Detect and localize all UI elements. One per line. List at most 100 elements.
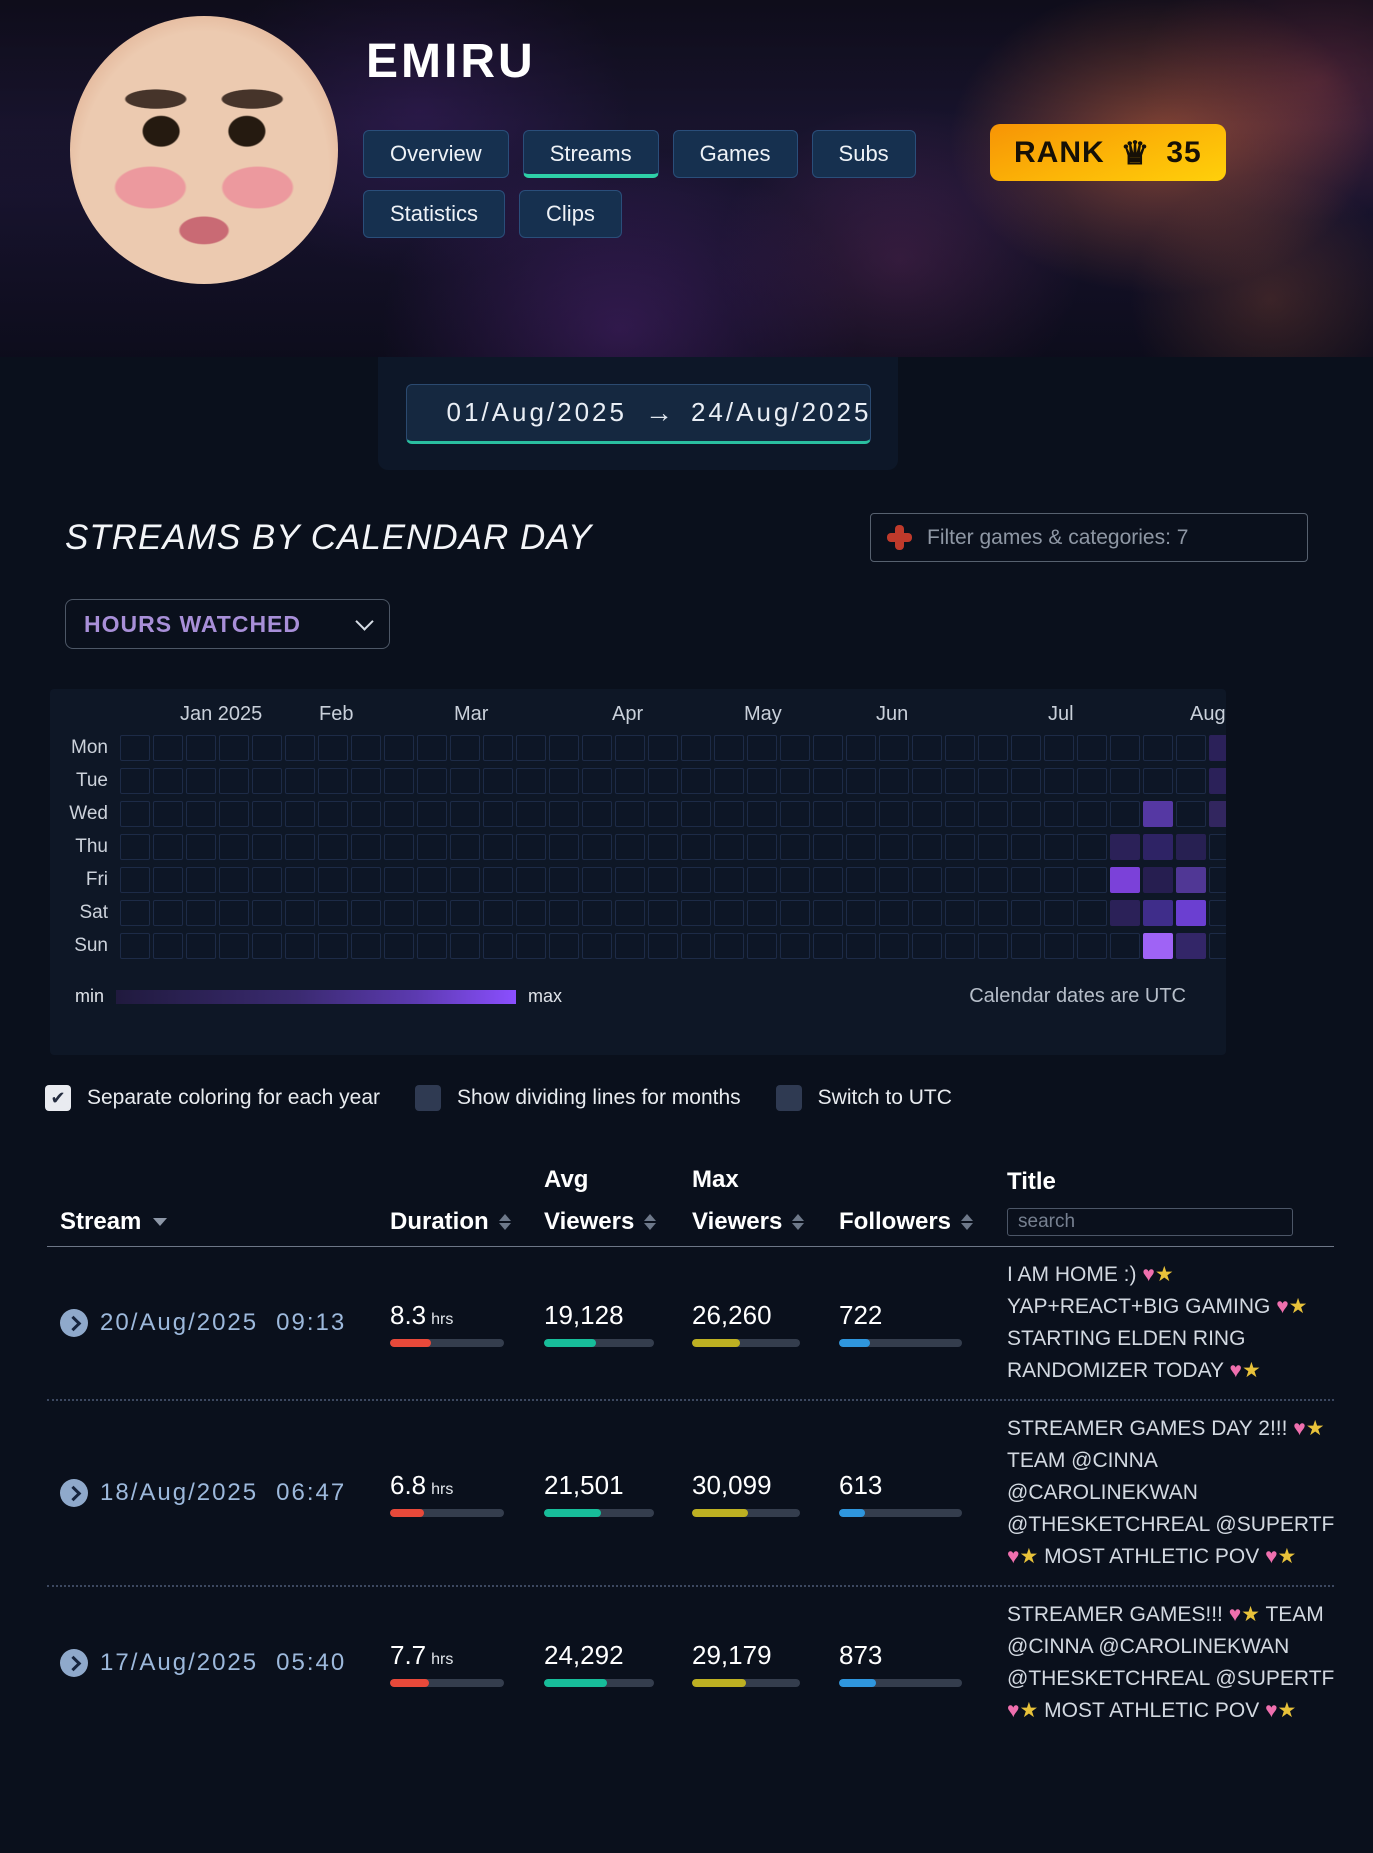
checkbox-switch-to-utc[interactable]	[775, 1085, 802, 1111]
heatmap-cell[interactable]	[1176, 834, 1206, 860]
heatmap-cell[interactable]	[1077, 933, 1107, 959]
heatmap-cell[interactable]	[549, 834, 579, 860]
heatmap-cell[interactable]	[516, 834, 546, 860]
heatmap-cell[interactable]	[813, 801, 843, 827]
heatmap-cell[interactable]	[1011, 867, 1041, 893]
heatmap-cell[interactable]	[747, 768, 777, 794]
heatmap-cell[interactable]	[351, 867, 381, 893]
heatmap-cell[interactable]	[846, 834, 876, 860]
heatmap-cell[interactable]	[219, 933, 249, 959]
heatmap-cell[interactable]	[582, 900, 612, 926]
heatmap-cell[interactable]	[879, 834, 909, 860]
heatmap-cell[interactable]	[252, 900, 282, 926]
heatmap-cell[interactable]	[747, 867, 777, 893]
heatmap-cell[interactable]	[318, 867, 348, 893]
heatmap-cell[interactable]	[153, 933, 183, 959]
heatmap-cell[interactable]	[549, 801, 579, 827]
heatmap-cell[interactable]	[615, 900, 645, 926]
heatmap-cell[interactable]	[351, 900, 381, 926]
heatmap-cell[interactable]	[978, 834, 1008, 860]
heatmap-cell[interactable]	[285, 933, 315, 959]
heatmap-cell[interactable]	[978, 768, 1008, 794]
heatmap-cell[interactable]	[252, 768, 282, 794]
heatmap-cell[interactable]	[417, 801, 447, 827]
heatmap-cell[interactable]	[615, 801, 645, 827]
heatmap-cell[interactable]	[780, 735, 810, 761]
heatmap-cell[interactable]	[648, 933, 678, 959]
heatmap-cell[interactable]	[351, 801, 381, 827]
heatmap-cell[interactable]	[516, 900, 546, 926]
heatmap-cell[interactable]	[1209, 768, 1226, 794]
stream-date[interactable]: 17/Aug/2025 05:40	[100, 1649, 347, 1676]
tab-statistics[interactable]: Statistics	[363, 190, 506, 238]
heatmap-cell[interactable]	[747, 900, 777, 926]
heatmap-cell[interactable]	[648, 735, 678, 761]
heatmap-cell[interactable]	[714, 933, 744, 959]
heatmap-cell[interactable]	[582, 933, 612, 959]
heatmap-cell[interactable]	[978, 735, 1008, 761]
tab-games[interactable]: Games	[672, 130, 798, 178]
heatmap-cell[interactable]	[1143, 735, 1173, 761]
heatmap-cell[interactable]	[549, 867, 579, 893]
heatmap-cell[interactable]	[186, 900, 216, 926]
heatmap-cell[interactable]	[1209, 735, 1226, 761]
heatmap-cell[interactable]	[549, 933, 579, 959]
heatmap-cell[interactable]	[681, 801, 711, 827]
sort-icon[interactable]	[792, 1214, 805, 1230]
heatmap-cell[interactable]	[450, 834, 480, 860]
heatmap-cell[interactable]	[417, 900, 447, 926]
heatmap-cell[interactable]	[912, 801, 942, 827]
heatmap-cell[interactable]	[384, 801, 414, 827]
heatmap-cell[interactable]	[714, 900, 744, 926]
heatmap-cell[interactable]	[417, 867, 447, 893]
heatmap-cell[interactable]	[978, 933, 1008, 959]
heatmap-cell[interactable]	[153, 834, 183, 860]
checkbox-separate-coloring-for-each-year[interactable]: ✔	[45, 1085, 71, 1111]
heatmap-cell[interactable]	[1011, 768, 1041, 794]
heatmap-cell[interactable]	[1044, 933, 1074, 959]
option-separate-coloring-for-each-year[interactable]: ✔ Separate coloring for each year	[45, 1085, 380, 1111]
heatmap-cell[interactable]	[351, 735, 381, 761]
heatmap-cell[interactable]	[1011, 801, 1041, 827]
heatmap-cell[interactable]	[1176, 735, 1206, 761]
heatmap-cell[interactable]	[186, 867, 216, 893]
heatmap-cell[interactable]	[780, 768, 810, 794]
heatmap-cell[interactable]	[1143, 867, 1173, 893]
column-header-avg-viewers[interactable]: Avg Viewers	[544, 1166, 692, 1236]
sort-icon[interactable]	[961, 1214, 974, 1230]
heatmap-cell[interactable]	[945, 735, 975, 761]
heatmap-cell[interactable]	[120, 867, 150, 893]
tab-streams[interactable]: Streams	[522, 130, 659, 178]
heatmap-cell[interactable]	[945, 900, 975, 926]
heatmap-cell[interactable]	[450, 801, 480, 827]
heatmap-cell[interactable]	[879, 768, 909, 794]
heatmap-cell[interactable]	[582, 735, 612, 761]
heatmap-cell[interactable]	[252, 933, 282, 959]
heatmap-cell[interactable]	[780, 834, 810, 860]
heatmap-cell[interactable]	[483, 933, 513, 959]
heatmap-cell[interactable]	[1044, 900, 1074, 926]
heatmap-cell[interactable]	[483, 867, 513, 893]
heatmap-cell[interactable]	[945, 768, 975, 794]
heatmap-cell[interactable]	[945, 867, 975, 893]
column-header-duration[interactable]: Duration	[390, 1208, 544, 1236]
heatmap-cell[interactable]	[120, 900, 150, 926]
heatmap-cell[interactable]	[252, 867, 282, 893]
heatmap-cell[interactable]	[846, 735, 876, 761]
heatmap-cell[interactable]	[648, 867, 678, 893]
heatmap-cell[interactable]	[120, 834, 150, 860]
expand-stream-button[interactable]	[60, 1479, 88, 1507]
tab-subs[interactable]: Subs	[811, 130, 916, 178]
expand-stream-button[interactable]	[60, 1649, 88, 1677]
heatmap-cell[interactable]	[318, 801, 348, 827]
heatmap-cell[interactable]	[252, 735, 282, 761]
heatmap-cell[interactable]	[747, 735, 777, 761]
heatmap-cell[interactable]	[714, 801, 744, 827]
heatmap-cell[interactable]	[516, 801, 546, 827]
heatmap-cell[interactable]	[1110, 867, 1140, 893]
heatmap-cell[interactable]	[879, 933, 909, 959]
heatmap-cell[interactable]	[1077, 768, 1107, 794]
streamer-avatar[interactable]	[70, 16, 338, 284]
heatmap-cell[interactable]	[219, 900, 249, 926]
heatmap-cell[interactable]	[318, 735, 348, 761]
